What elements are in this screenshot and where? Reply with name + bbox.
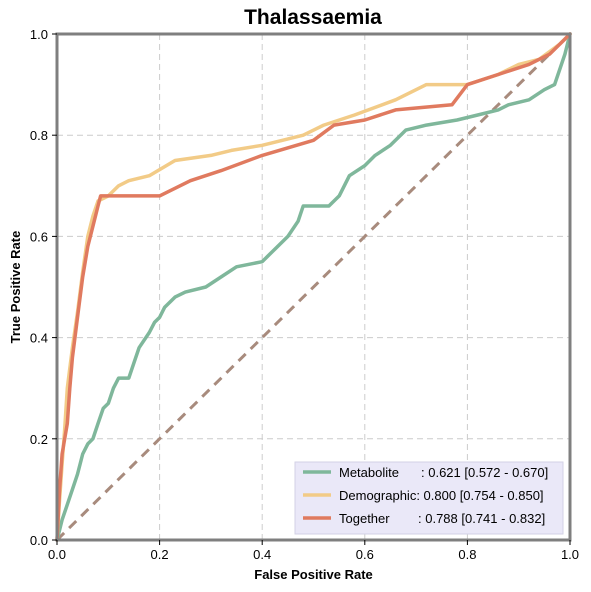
y-tick-label: 0.8 bbox=[30, 128, 48, 143]
y-tick-label: 1.0 bbox=[30, 27, 48, 42]
chart-title: Thalassaemia bbox=[244, 6, 382, 29]
y-axis-label: True Positive Rate bbox=[8, 231, 23, 344]
legend: Metabolite : 0.621 [0.572 - 0.670] Demogra… bbox=[295, 462, 563, 534]
y-tick-label: 0.6 bbox=[30, 229, 48, 244]
legend-series-name: Metabolite bbox=[339, 465, 399, 480]
x-tick-label: 0.8 bbox=[458, 547, 476, 562]
legend-entries: Metabolite : 0.621 [0.572 - 0.670] Demogra… bbox=[303, 465, 548, 526]
y-tick-label: 0.2 bbox=[30, 432, 48, 447]
legend-series-stats: : 0.788 [0.741 - 0.832] bbox=[418, 511, 545, 526]
legend-series-name: Demographic bbox=[339, 488, 417, 503]
x-tick-label: 0.0 bbox=[48, 547, 66, 562]
legend-label-together: Together : 0.788 [0.741 - 0.832] bbox=[339, 511, 545, 526]
x-tick-label: 0.4 bbox=[253, 547, 271, 562]
legend-series-name: Together bbox=[339, 511, 390, 526]
x-tick-label: 0.6 bbox=[356, 547, 374, 562]
x-axis-label: False Positive Rate bbox=[254, 567, 373, 582]
y-tick-label: 0.4 bbox=[30, 331, 48, 346]
x-tick-label: 0.2 bbox=[151, 547, 169, 562]
y-tick-label: 0.0 bbox=[30, 533, 48, 548]
legend-series-stats: : 0.621 [0.572 - 0.670] bbox=[421, 465, 548, 480]
x-tick-label: 1.0 bbox=[561, 547, 579, 562]
legend-label-metabolite: Metabolite : 0.621 [0.572 - 0.670] bbox=[339, 465, 548, 480]
legend-label-demographic: Demographic: 0.800 [0.754 - 0.850] bbox=[339, 488, 544, 503]
legend-series-stats: : 0.800 [0.754 - 0.850] bbox=[416, 488, 543, 503]
